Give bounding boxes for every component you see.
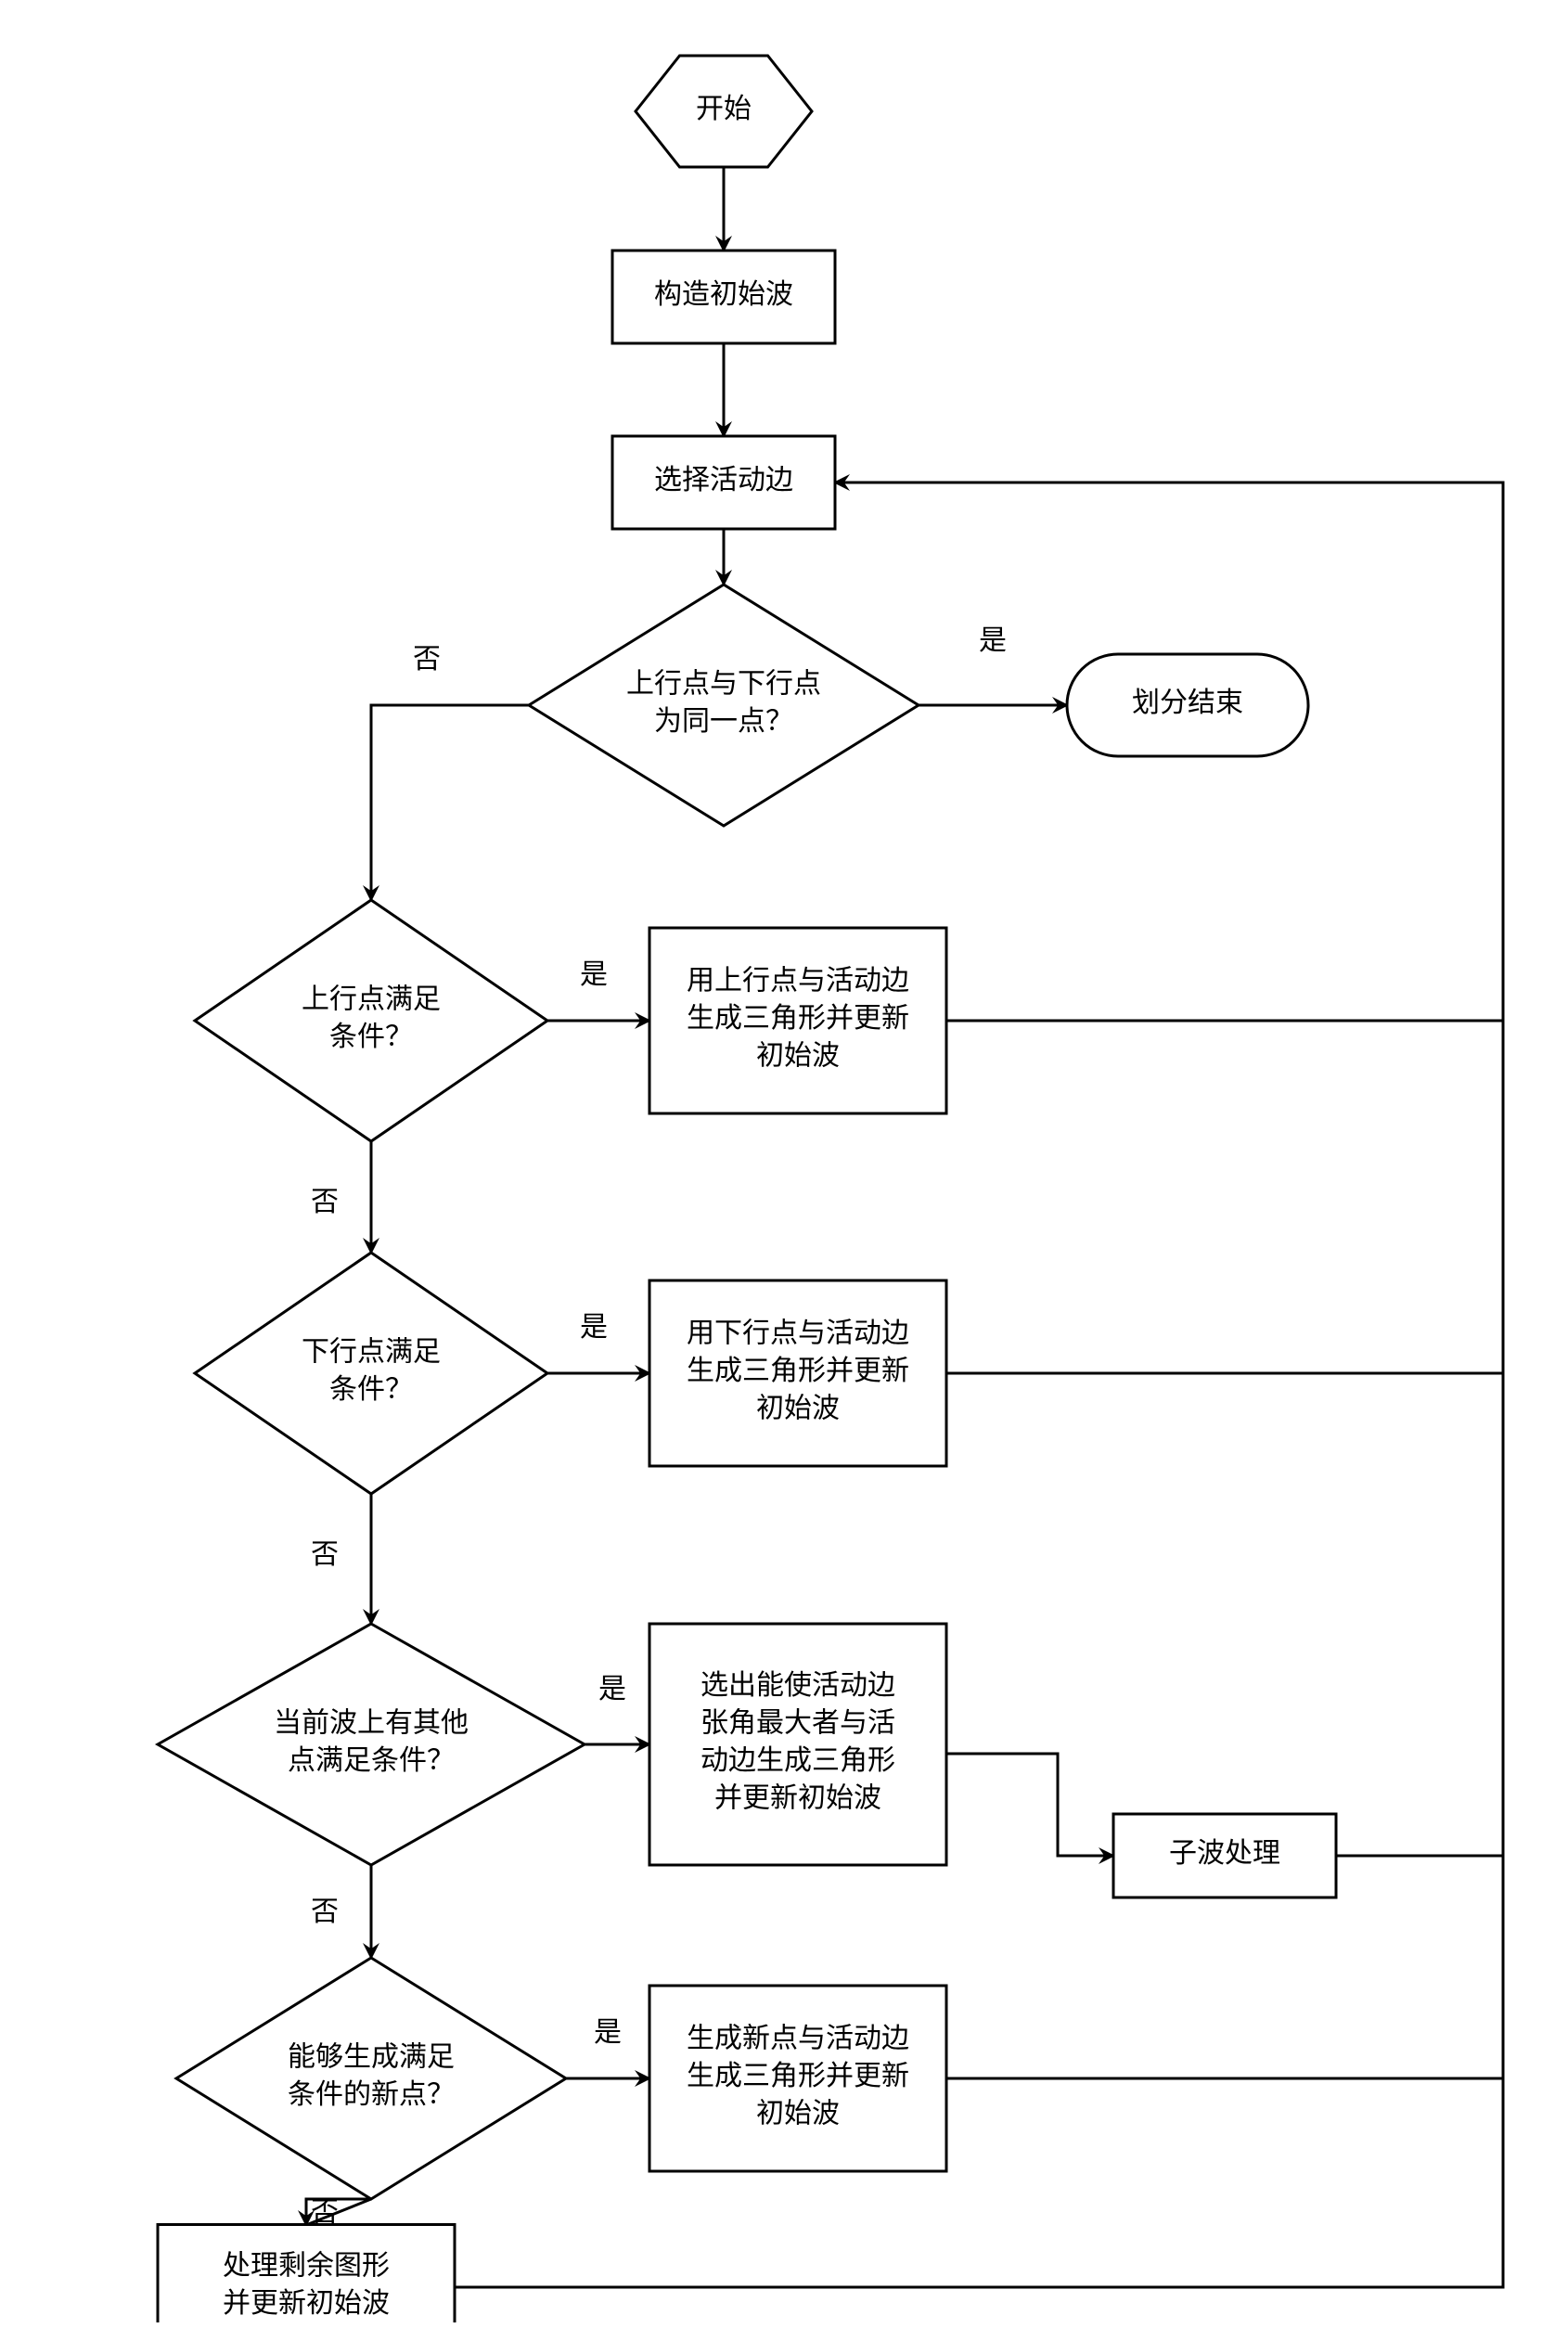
svg-text:划分结束: 划分结束 <box>1132 688 1243 718</box>
svg-text:开始: 开始 <box>696 94 752 124</box>
node-remainder: 处理剩余图形并更新初始波 <box>158 2225 455 2323</box>
svg-text:初始波: 初始波 <box>756 1040 840 1071</box>
edge-label-9: 是 <box>598 1674 626 1704</box>
node-select_edge: 选择活动边 <box>612 436 835 529</box>
svg-text:处理剩余图形: 处理剩余图形 <box>223 2251 390 2282</box>
same_point-shape <box>529 585 919 826</box>
svg-text:为同一点？: 为同一点？ <box>654 706 793 737</box>
svg-text:选出能使活动边: 选出能使活动边 <box>700 1670 895 1701</box>
edge-down_gen-select_edge <box>946 482 1503 1373</box>
other_cond-shape <box>158 1624 585 1865</box>
node-end: 划分结束 <box>1067 654 1308 756</box>
svg-text:生成三角形并更新: 生成三角形并更新 <box>687 1356 909 1386</box>
edge-label-7: 是 <box>580 1312 608 1343</box>
flowchart-diagram: 是否是否是否是否是否开始构造初始波选择活动边上行点与下行点为同一点？划分结束上行… <box>19 19 1568 2322</box>
svg-text:上行点满足: 上行点满足 <box>302 984 441 1015</box>
node-down_gen: 用下行点与活动边生成三角形并更新初始波 <box>649 1280 946 1466</box>
svg-text:初始波: 初始波 <box>756 1393 840 1423</box>
node-up_cond: 上行点满足条件？ <box>195 900 547 1141</box>
new_cond-shape <box>176 1958 566 2199</box>
edge-label-11: 否 <box>311 1897 339 1927</box>
node-same_point: 上行点与下行点为同一点？ <box>529 585 919 826</box>
edge-label-4: 否 <box>413 644 441 675</box>
svg-text:条件的新点？: 条件的新点？ <box>288 2079 455 2110</box>
svg-text:选择活动边: 选择活动边 <box>654 465 793 495</box>
edge-label-12: 是 <box>594 2017 622 2048</box>
down_cond-shape <box>195 1253 547 1494</box>
edge-label-5: 是 <box>580 959 608 990</box>
node-other_cond: 当前波上有其他点满足条件？ <box>158 1624 585 1865</box>
svg-text:下行点满足: 下行点满足 <box>302 1337 441 1368</box>
svg-text:生成三角形并更新: 生成三角形并更新 <box>687 2061 909 2091</box>
svg-text:子波处理: 子波处理 <box>1169 1838 1280 1869</box>
edge-same_point-up_cond <box>371 705 529 900</box>
svg-text:初始波: 初始波 <box>756 2098 840 2129</box>
edge-other_gen-wavelet <box>946 1754 1113 1856</box>
construct-label: 构造初始波 <box>654 279 793 310</box>
node-wavelet: 子波处理 <box>1113 1814 1336 1897</box>
svg-text:点满足条件？: 点满足条件？ <box>288 1745 455 1776</box>
start-label: 开始 <box>696 94 752 124</box>
edge-label-3: 是 <box>979 625 1007 656</box>
svg-text:张角最大者与活: 张角最大者与活 <box>700 1708 895 1739</box>
svg-text:并更新初始波: 并更新初始波 <box>714 1783 881 1814</box>
node-down_cond: 下行点满足条件？ <box>195 1253 547 1494</box>
edge-label-6: 否 <box>311 1187 339 1217</box>
svg-text:条件？: 条件？ <box>329 1374 413 1405</box>
node-new_cond: 能够生成满足条件的新点？ <box>176 1958 566 2199</box>
svg-text:当前波上有其他: 当前波上有其他 <box>274 1708 469 1739</box>
svg-text:动边生成三角形: 动边生成三角形 <box>700 1745 895 1776</box>
svg-text:构造初始波: 构造初始波 <box>654 279 793 310</box>
edge-label-8: 否 <box>311 1539 339 1570</box>
svg-text:用下行点与活动边: 用下行点与活动边 <box>687 1318 909 1348</box>
node-other_gen: 选出能使活动边张角最大者与活动边生成三角形并更新初始波 <box>649 1624 946 1865</box>
node-start: 开始 <box>636 56 812 167</box>
edge-wavelet-select_edge <box>1336 482 1503 1856</box>
up_cond-shape <box>195 900 547 1141</box>
end-label: 划分结束 <box>1132 688 1243 718</box>
select_edge-label: 选择活动边 <box>654 465 793 495</box>
wavelet-label: 子波处理 <box>1169 1838 1280 1869</box>
node-construct: 构造初始波 <box>612 251 835 343</box>
svg-text:条件？: 条件？ <box>329 1022 413 1052</box>
svg-text:能够生成满足: 能够生成满足 <box>288 2042 455 2073</box>
svg-text:用上行点与活动边: 用上行点与活动边 <box>687 965 909 996</box>
other_gen-shape <box>649 1624 946 1865</box>
svg-text:生成三角形并更新: 生成三角形并更新 <box>687 1003 909 1034</box>
svg-text:上行点与下行点: 上行点与下行点 <box>626 669 821 700</box>
node-new_gen: 生成新点与活动边生成三角形并更新初始波 <box>649 1986 946 2171</box>
svg-text:生成新点与活动边: 生成新点与活动边 <box>687 2023 909 2053</box>
node-up_gen: 用上行点与活动边生成三角形并更新初始波 <box>649 928 946 1113</box>
